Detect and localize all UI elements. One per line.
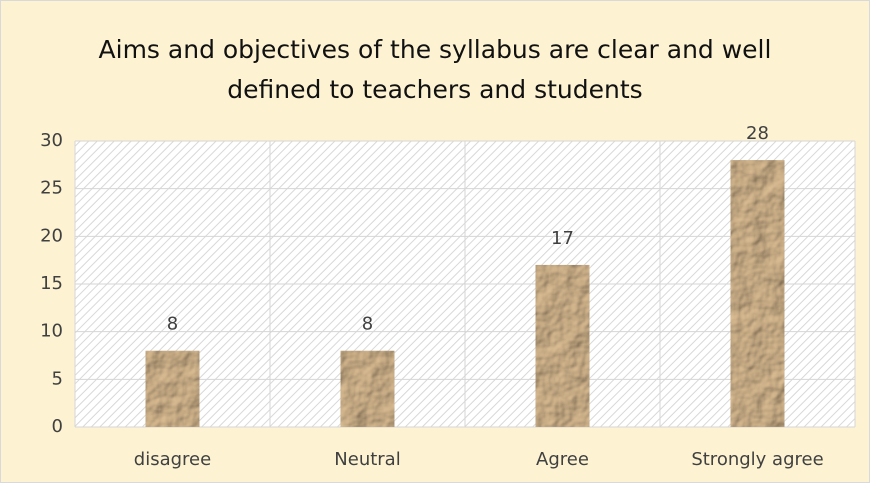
x-tick-label: Strongly agree xyxy=(691,449,823,470)
y-tick-label: 25 xyxy=(40,178,63,199)
bar xyxy=(145,350,200,427)
chart-title: Aims and objectives of the syllabus are … xyxy=(98,35,772,104)
bar xyxy=(730,160,785,428)
data-label: 8 xyxy=(362,314,373,335)
y-tick-label: 0 xyxy=(52,416,63,437)
y-tick-label: 15 xyxy=(40,273,63,294)
y-tick-label: 10 xyxy=(40,321,63,342)
bar xyxy=(340,350,395,427)
bar xyxy=(535,264,590,427)
x-tick-label: Agree xyxy=(536,449,589,470)
y-tick-label: 30 xyxy=(40,130,63,151)
x-tick-label: Neutral xyxy=(334,449,400,470)
y-tick-label: 20 xyxy=(40,225,63,246)
data-label: 28 xyxy=(746,123,769,144)
data-label: 8 xyxy=(167,314,178,335)
x-tick-label: disagree xyxy=(134,449,211,470)
y-tick-label: 5 xyxy=(52,368,63,389)
data-label: 17 xyxy=(551,228,574,249)
